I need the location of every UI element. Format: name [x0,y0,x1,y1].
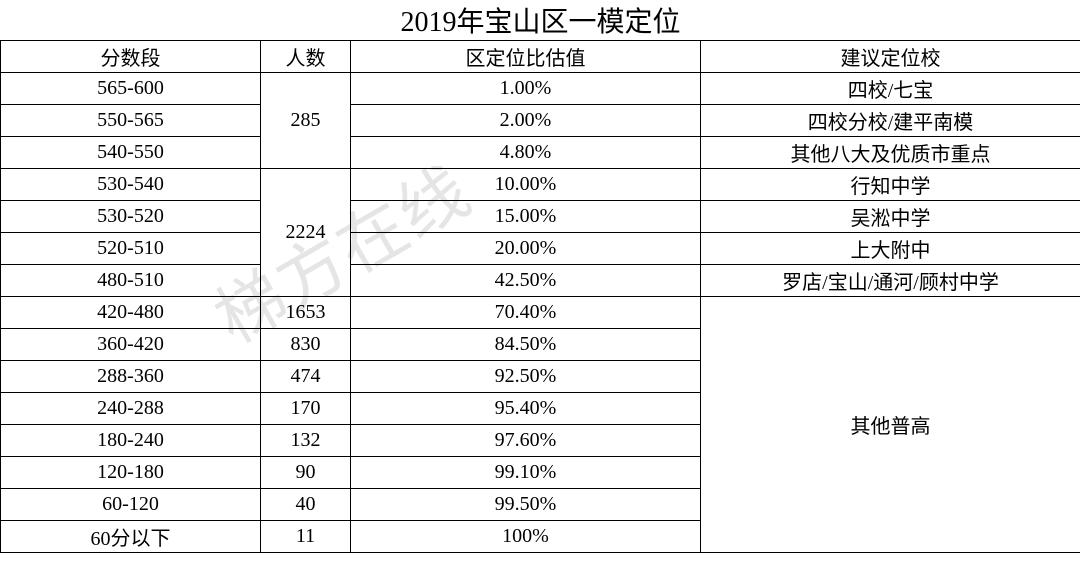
title-row: 2019年宝山区一模定位 [1,0,1080,41]
cell-count: 285 [261,73,351,169]
table-row: 540-550 4.80%其他八大及优质市重点 [1,137,1080,169]
cell-range: 520-510 [1,233,261,265]
cell-pct: 20.00% [351,233,701,265]
cell-range: 550-565 [1,105,261,137]
col-header-pct: 区定位比估值 [351,41,701,73]
cell-count: 132 [261,425,351,457]
cell-count: 474 [261,361,351,393]
cell-count: 170 [261,393,351,425]
table-row: 565-6002851.00%四校/七宝 [1,73,1080,105]
cell-pct: 4.80% [351,137,701,169]
table-row: 530-540222410.00%行知中学 [1,169,1080,201]
cell-school: 四校分校/建平南模 [701,105,1080,137]
cell-count: 90 [261,457,351,489]
cell-range: 360-420 [1,329,261,361]
cell-school: 其他普高 [701,297,1080,553]
cell-pct: 10.00% [351,169,701,201]
cell-range: 420-480 [1,297,261,329]
cell-school: 四校/七宝 [701,73,1080,105]
cell-count: 830 [261,329,351,361]
cell-pct: 1.00% [351,73,701,105]
cell-range: 60-120 [1,489,261,521]
table-row: 530-520 15.00%吴淞中学 [1,201,1080,233]
header-row: 分数段 人数 区定位比估值 建议定位校 [1,41,1080,73]
cell-pct: 42.50% [351,265,701,297]
cell-pct: 84.50% [351,329,701,361]
cell-school: 其他八大及优质市重点 [701,137,1080,169]
cell-range: 530-520 [1,201,261,233]
cell-count: 2224 [261,169,351,297]
cell-range: 565-600 [1,73,261,105]
cell-pct: 99.10% [351,457,701,489]
cell-count: 1653 [261,297,351,329]
col-header-count: 人数 [261,41,351,73]
cell-school: 上大附中 [701,233,1080,265]
cell-range: 288-360 [1,361,261,393]
table-row: 420-480165370.40%其他普高 [1,297,1080,329]
cell-range: 120-180 [1,457,261,489]
cell-pct: 2.00% [351,105,701,137]
cell-range: 480-510 [1,265,261,297]
cell-pct: 70.40% [351,297,701,329]
cell-school: 行知中学 [701,169,1080,201]
cell-school: 吴淞中学 [701,201,1080,233]
table-row: 520-510 20.00%上大附中 [1,233,1080,265]
cell-pct: 15.00% [351,201,701,233]
cell-range: 180-240 [1,425,261,457]
table-row: 480-510 42.50%罗店/宝山/通河/顾村中学 [1,265,1080,297]
col-header-school: 建议定位校 [701,41,1080,73]
cell-range: 540-550 [1,137,261,169]
cell-pct: 97.60% [351,425,701,457]
table-body: 2019年宝山区一模定位 分数段 人数 区定位比估值 建议定位校 565-600… [1,0,1080,553]
cell-pct: 92.50% [351,361,701,393]
table-title: 2019年宝山区一模定位 [1,0,1080,41]
cell-pct: 100% [351,521,701,553]
table-row: 550-565 2.00%四校分校/建平南模 [1,105,1080,137]
cell-count: 11 [261,521,351,553]
cell-range: 240-288 [1,393,261,425]
cell-range: 530-540 [1,169,261,201]
positioning-table: 2019年宝山区一模定位 分数段 人数 区定位比估值 建议定位校 565-600… [0,0,1080,553]
cell-pct: 95.40% [351,393,701,425]
cell-pct: 99.50% [351,489,701,521]
cell-count: 40 [261,489,351,521]
cell-range: 60分以下 [1,521,261,553]
col-header-range: 分数段 [1,41,261,73]
cell-school: 罗店/宝山/通河/顾村中学 [701,265,1080,297]
